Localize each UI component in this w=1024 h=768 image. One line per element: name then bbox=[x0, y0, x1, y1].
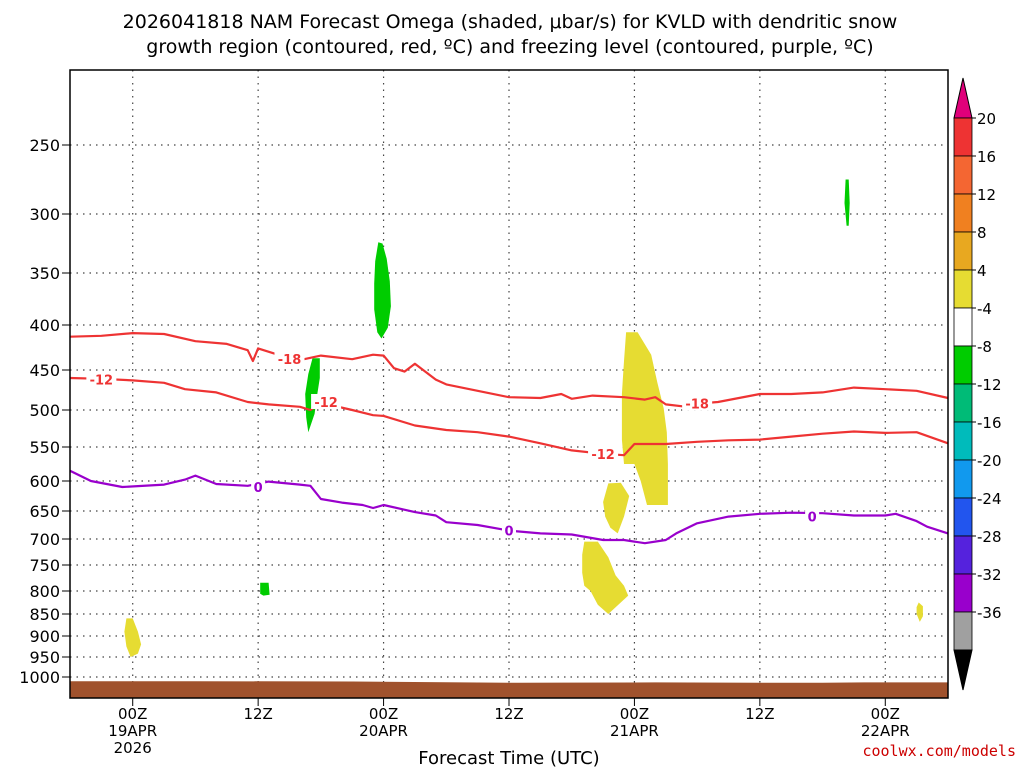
colorbar-segment-1 bbox=[953, 155, 973, 195]
colorbar-segment-13 bbox=[953, 611, 973, 651]
omega-shading-layer bbox=[124, 179, 923, 657]
credit-text: coolwx.com/models bbox=[862, 742, 1016, 760]
colorbar-segment-6 bbox=[953, 345, 973, 385]
colorbar-label-0: 20 bbox=[977, 110, 996, 128]
colorbar-segment-10 bbox=[953, 497, 973, 537]
colorbar-segment-8 bbox=[953, 421, 973, 461]
x-tick-date-2: 20APR bbox=[359, 722, 408, 740]
colorbar-label-11: -28 bbox=[977, 528, 1002, 546]
x-tick-label-1: 12Z bbox=[243, 705, 272, 723]
colorbar-label-13: -36 bbox=[977, 604, 1002, 622]
contour-label-bg-0-0 bbox=[274, 351, 305, 367]
contour-label-bg-2-0 bbox=[251, 479, 266, 494]
contour-label-bg-1-1 bbox=[311, 394, 342, 409]
colorbar-segment-4 bbox=[953, 269, 973, 309]
omega-blob-4 bbox=[621, 332, 668, 505]
contour-label-1-1: -12 bbox=[314, 396, 338, 411]
omega-blob-6 bbox=[582, 541, 629, 614]
y-tick-label-950: 950 bbox=[29, 648, 60, 667]
contour-layer: -18 -18 -12 -12 -12 0 0 0 bbox=[69, 332, 949, 545]
colorbar-label-9: -20 bbox=[977, 452, 1002, 470]
x-tick-date-4: 21APR bbox=[610, 722, 659, 740]
ground-layer bbox=[70, 681, 948, 698]
colorbar-segment-7 bbox=[953, 383, 973, 423]
contour-label-0-0: -18 bbox=[278, 353, 302, 368]
omega-blob-2 bbox=[844, 179, 850, 226]
x-tick-label-5: 12Z bbox=[745, 705, 774, 723]
omega-blob-7 bbox=[124, 618, 142, 657]
contour-label-bg-1-0 bbox=[86, 371, 117, 387]
x-axis-label: Forecast Time (UTC) bbox=[418, 748, 599, 768]
omega-blob-5 bbox=[603, 482, 630, 534]
x-tick-label-2: 00Z bbox=[369, 705, 398, 723]
y-tick-label-600: 600 bbox=[29, 472, 60, 491]
colorbar-label-10: -24 bbox=[977, 490, 1002, 508]
colorbar: 20 16 12 8 4 -4 -8 -12 -16 -20 -24 -28 -32 -36 bbox=[953, 77, 1002, 691]
colorbar-label-1: 16 bbox=[977, 148, 996, 166]
y-tick-label-850: 850 bbox=[29, 605, 60, 624]
omega-blob-3 bbox=[260, 582, 270, 596]
omega-blob-0 bbox=[374, 242, 391, 339]
contour-label-2-0: 0 bbox=[254, 481, 263, 496]
contour-label-bg-2-1 bbox=[502, 522, 516, 538]
colorbar-segment-9 bbox=[953, 459, 973, 499]
colorbar-segment-3 bbox=[953, 231, 973, 271]
colorbar-label-3: 8 bbox=[977, 224, 987, 242]
colorbar-label-2: 12 bbox=[977, 186, 996, 204]
y-tick-label-650: 650 bbox=[29, 502, 60, 521]
y-axis: 250 300 350 400 450 500 550 600 650 700 750 800 850 9… bbox=[19, 136, 70, 687]
contour-label-bg-2-2 bbox=[805, 508, 820, 524]
y-tick-label-1000: 1000 bbox=[19, 668, 60, 687]
omega-blob-8 bbox=[916, 602, 923, 622]
x-tick-label-3: 12Z bbox=[494, 705, 523, 723]
y-tick-label-750: 750 bbox=[29, 556, 60, 575]
colorbar-label-8: -16 bbox=[977, 414, 1002, 432]
y-tick-label-550: 550 bbox=[29, 438, 60, 457]
contour-line-1 bbox=[69, 376, 949, 457]
colorbar-label-6: -8 bbox=[977, 338, 992, 356]
x-tick-date-6: 22APR bbox=[861, 722, 910, 740]
x-tick-date-0: 19APR bbox=[108, 722, 157, 740]
contour-label-0-1: -18 bbox=[685, 398, 709, 413]
chart-title-line1: 2026041818 NAM Forecast Omega (shaded, μ… bbox=[123, 11, 898, 33]
colorbar-segment-0 bbox=[953, 117, 973, 157]
x-tick-year-0: 2026 bbox=[114, 739, 152, 757]
contour-label-1-0: -12 bbox=[90, 374, 114, 389]
y-tick-label-350: 350 bbox=[29, 264, 60, 283]
colorbar-top-cap bbox=[953, 77, 973, 119]
y-tick-label-300: 300 bbox=[29, 205, 60, 224]
colorbar-label-5: -4 bbox=[977, 300, 992, 318]
colorbar-segment-5 bbox=[953, 307, 973, 347]
plot-area: -18 -18 -12 -12 -12 0 0 0 bbox=[69, 69, 949, 699]
y-tick-label-450: 450 bbox=[29, 361, 60, 380]
y-tick-label-500: 500 bbox=[29, 401, 60, 420]
x-tick-label-4: 00Z bbox=[620, 705, 649, 723]
contour-label-bg-1-2 bbox=[588, 445, 619, 461]
contour-line-0 bbox=[69, 332, 949, 408]
contour-label-bg-0-1 bbox=[682, 395, 713, 411]
colorbar-segment-12 bbox=[953, 573, 973, 613]
colorbar-bottom-cap bbox=[953, 649, 973, 691]
colorbar-label-4: 4 bbox=[977, 262, 987, 280]
colorbar-segment-2 bbox=[953, 193, 973, 233]
ground-fill bbox=[70, 681, 948, 698]
y-tick-label-900: 900 bbox=[29, 627, 60, 646]
colorbar-label-7: -12 bbox=[977, 376, 1002, 394]
y-tick-label-800: 800 bbox=[29, 582, 60, 601]
y-tick-label-700: 700 bbox=[29, 530, 60, 549]
chart-title-line2: growth region (contoured, red, ºC) and f… bbox=[146, 36, 873, 58]
y-tick-label-250: 250 bbox=[29, 136, 60, 155]
colorbar-segment-11 bbox=[953, 535, 973, 575]
contour-label-2-2: 0 bbox=[808, 511, 817, 526]
colorbar-label-12: -32 bbox=[977, 566, 1002, 584]
x-tick-label-0: 00Z bbox=[118, 705, 147, 723]
contour-label-2-1: 0 bbox=[504, 525, 513, 540]
contour-label-1-2: -12 bbox=[591, 448, 615, 463]
y-tick-label-400: 400 bbox=[29, 316, 60, 335]
x-tick-label-6: 00Z bbox=[871, 705, 900, 723]
grid-layer bbox=[70, 70, 948, 698]
